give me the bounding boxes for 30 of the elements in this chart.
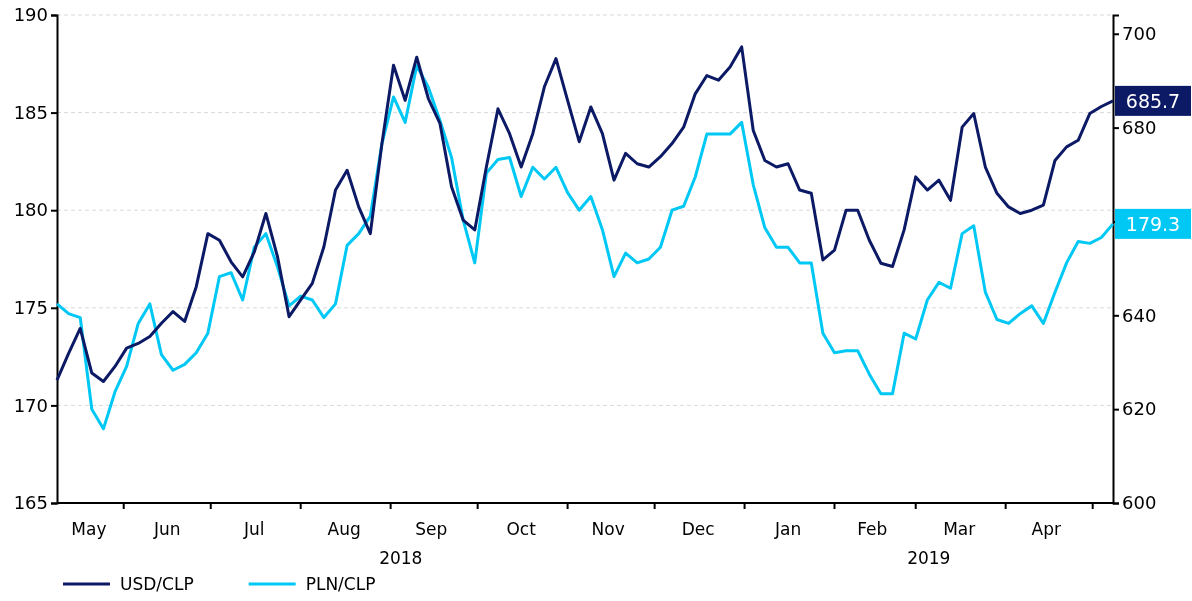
x-tick-label: Oct — [506, 519, 537, 539]
y2-tick-label: 600 — [1122, 492, 1157, 514]
y-tick-label: 180 — [13, 199, 48, 221]
x-tick-label: Jul — [243, 519, 265, 539]
y2-tick-label: 640 — [1122, 304, 1157, 326]
x-tick-label: Dec — [681, 519, 715, 539]
y2-tick-label: 700 — [1122, 23, 1157, 45]
y-tick-label: 170 — [13, 394, 48, 416]
x-tick-label: Feb — [857, 519, 888, 539]
x-tick-label: May — [71, 519, 107, 539]
y2-tick-label: 680 — [1122, 116, 1157, 138]
x-tick-label: Aug — [327, 519, 361, 539]
y-tick-label: 185 — [13, 101, 48, 123]
x-tick-label: Jun — [152, 519, 181, 539]
x-tick-label: Sep — [415, 519, 448, 539]
data-label: 685.7 — [1125, 89, 1181, 112]
line-series — [55, 45, 1115, 383]
y-tick-label: 190 — [13, 4, 48, 26]
legend-label: PLN/CLP — [305, 574, 376, 594]
x-tick-label: Apr — [1031, 519, 1061, 539]
legend-label: USD/CLP — [120, 574, 194, 594]
text: 2018 — [379, 548, 423, 568]
x-tick-label: Nov — [591, 519, 625, 539]
y2-tick-label: 620 — [1122, 398, 1157, 420]
text: 2019 — [907, 548, 951, 568]
y-tick-label: 165 — [13, 492, 48, 514]
x-tick-label: Mar — [943, 519, 976, 539]
data-label: 179.3 — [1125, 212, 1181, 235]
x-tick-label: Jan — [773, 519, 802, 539]
y-tick-label: 175 — [13, 297, 48, 319]
